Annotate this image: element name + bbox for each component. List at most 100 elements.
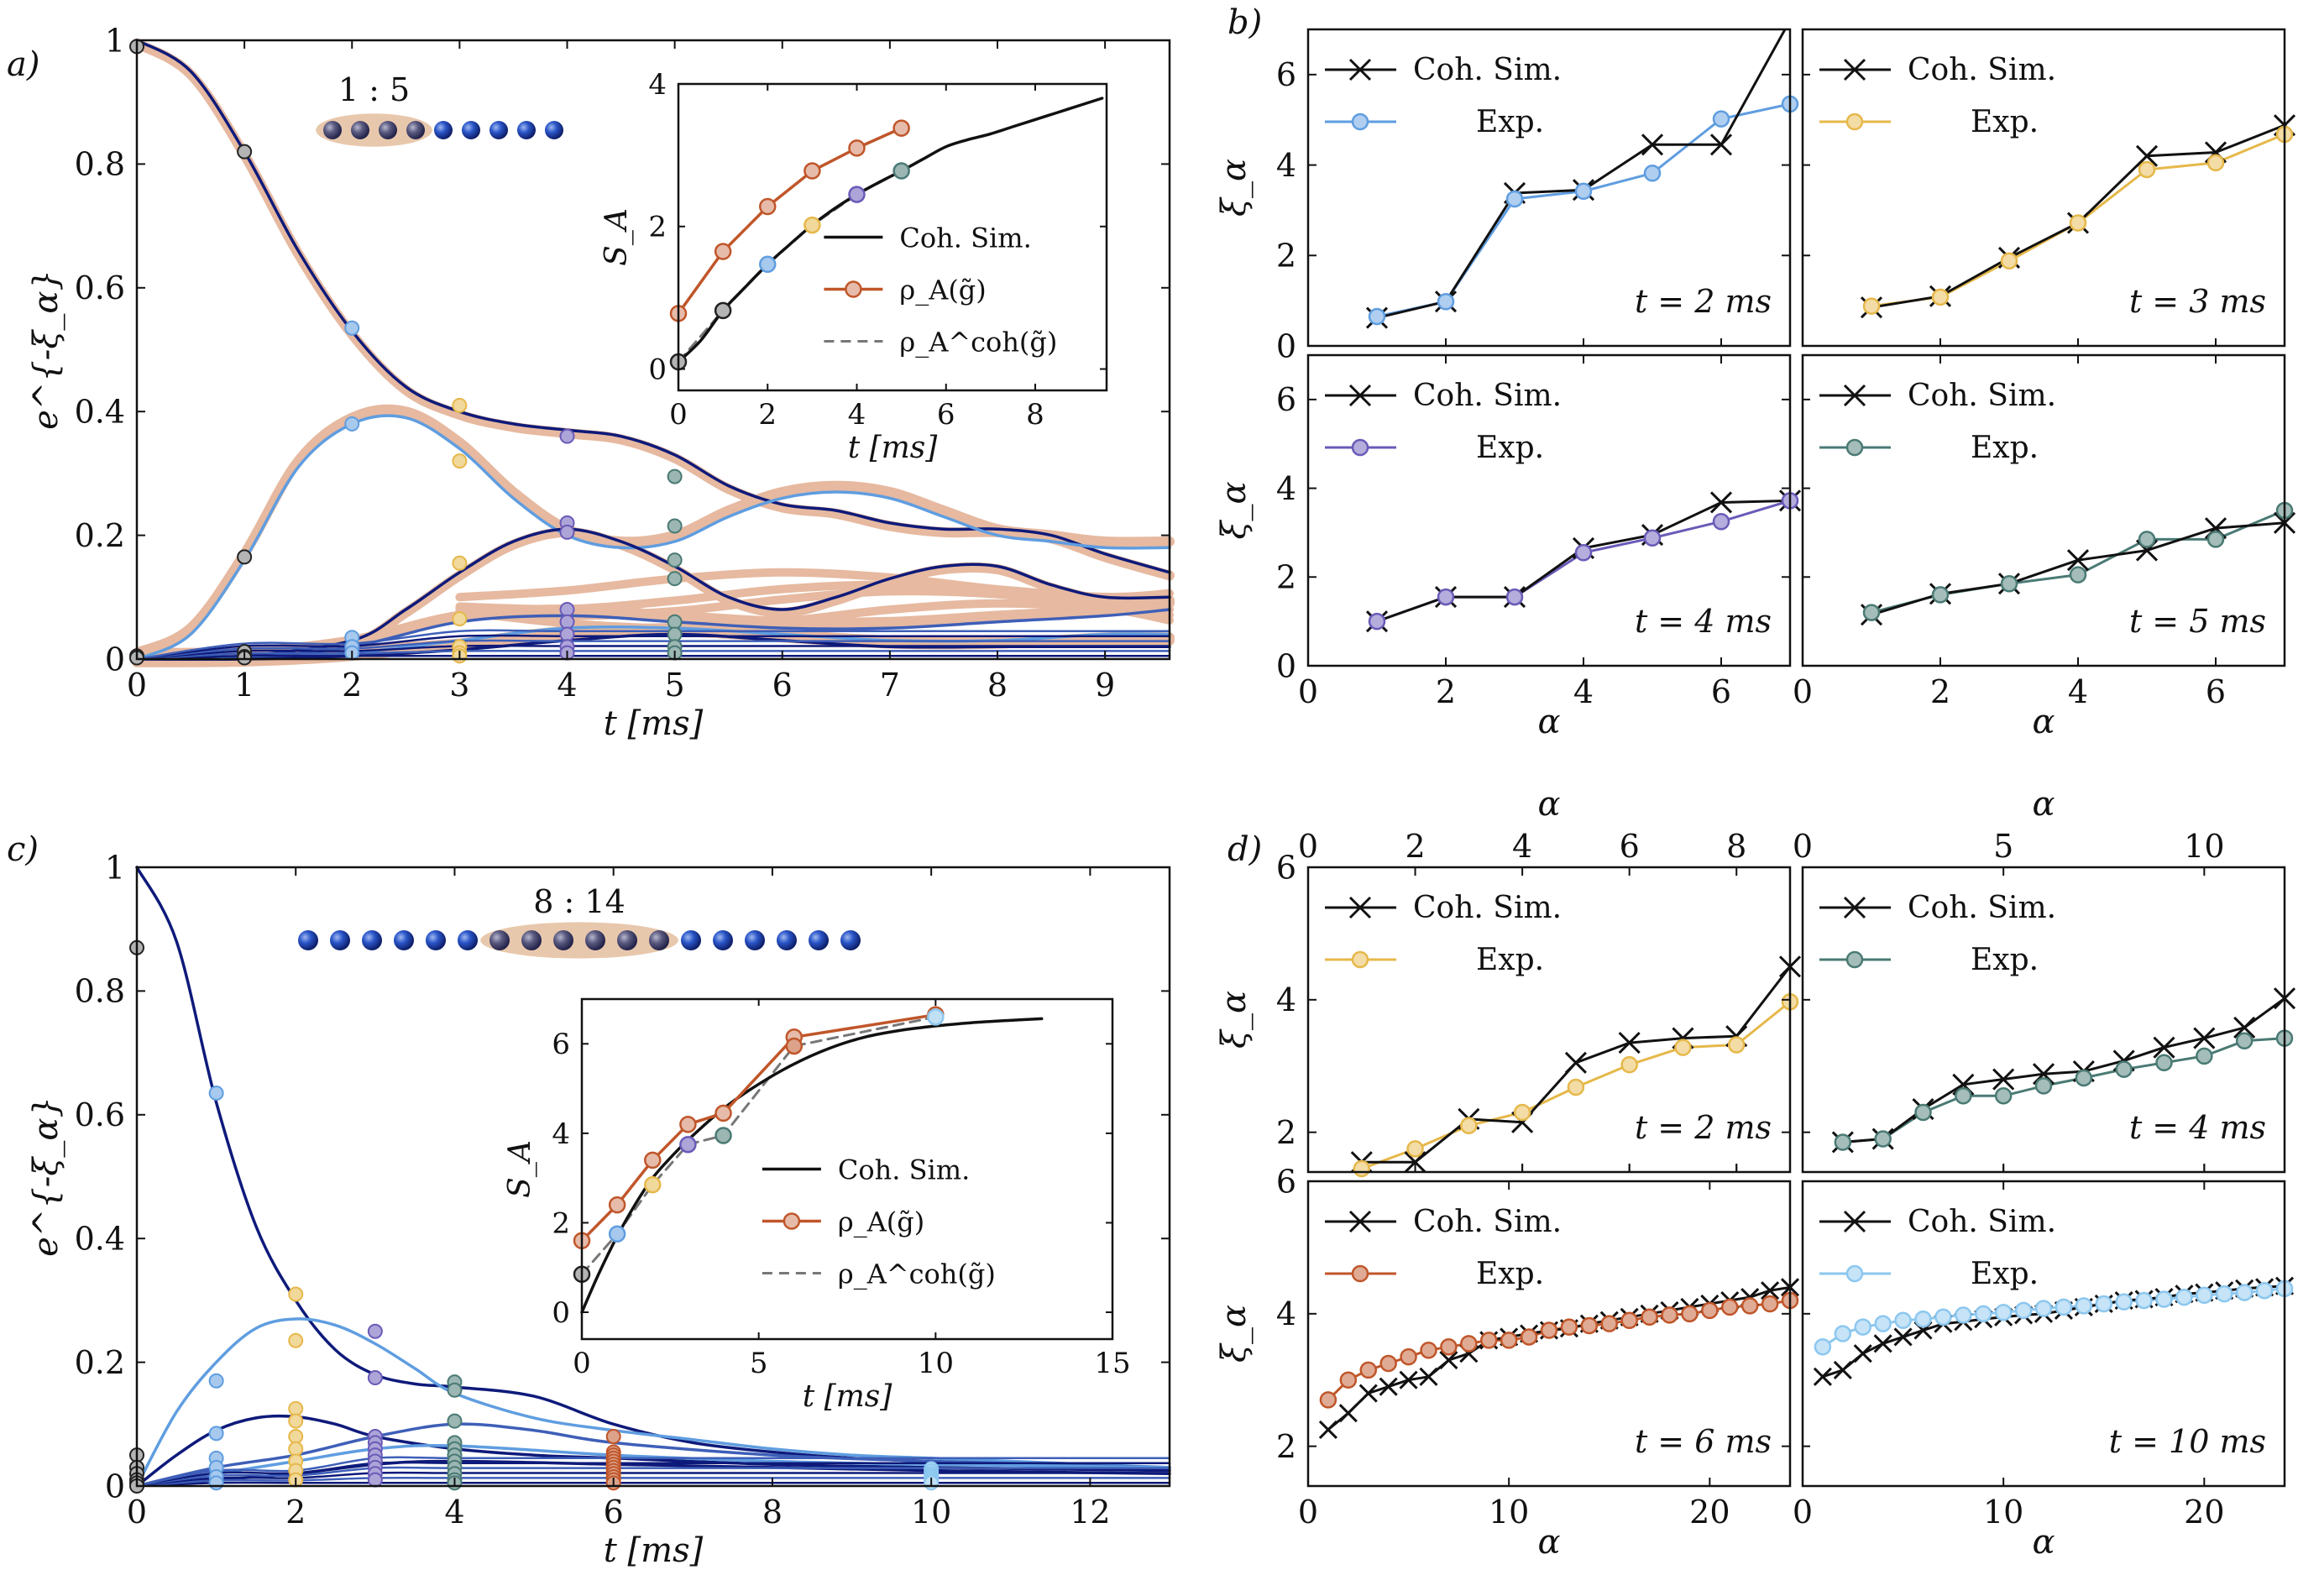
legend-label: Coh. Sim.: [838, 1154, 970, 1186]
x-tick-label-top: 6: [1620, 828, 1640, 865]
exp-point: [1353, 1159, 1371, 1178]
y-axis-label: ξ_α: [1215, 481, 1254, 539]
sim-cross: [1873, 1334, 1892, 1353]
partition-label: 1 : 5: [338, 71, 410, 108]
x-tick-label: 6: [604, 1494, 624, 1531]
exp-point: [2155, 1290, 2173, 1308]
time-label: t = 4 ms: [1635, 603, 1772, 640]
sim-cross: [1813, 1367, 1832, 1386]
exp-point: [2034, 1077, 2053, 1095]
y-tick-label: 0: [1276, 327, 1296, 364]
legend-marker: [1845, 438, 1864, 457]
exp-point: [1500, 1332, 1518, 1349]
exp-point: [1339, 1371, 1358, 1389]
exp-point: [2255, 1281, 2274, 1300]
ion: [681, 930, 701, 950]
data-point: [667, 614, 683, 630]
x-tick-label: 4: [1573, 673, 1594, 710]
legend-label: Coh. Sim.: [1413, 53, 1562, 87]
subplot-frame: [1306, 28, 1792, 348]
y-tick-label: 2: [1276, 1114, 1296, 1151]
ion-subsystem: [553, 930, 573, 950]
exp-point: [1834, 1133, 1852, 1151]
inset-coh-point: [893, 162, 910, 180]
time-label: t = 2 ms: [1635, 1109, 1772, 1146]
sim-cross: [1379, 1377, 1398, 1396]
x-tick-label: 0: [1793, 673, 1813, 710]
exp-point: [1359, 1361, 1377, 1379]
exp-point: [1513, 1103, 1531, 1122]
legend-cross: [1348, 58, 1372, 81]
legend-label: Exp.: [1971, 943, 2039, 977]
sim-cross: [1399, 1370, 1418, 1389]
data-point: [667, 468, 683, 484]
data-point: [667, 571, 683, 587]
subplot-clip-group: [1327, 1285, 1790, 1431]
data-point: [288, 1400, 304, 1416]
exp-point: [1460, 1117, 1478, 1135]
data-point: [447, 1413, 463, 1429]
legend-marker: [1351, 950, 1369, 969]
data-point: [288, 1429, 304, 1445]
y-tick-label: 0.2: [75, 517, 125, 554]
exp-point: [1934, 1308, 1952, 1327]
ion: [517, 121, 536, 139]
y-tick-label: 0: [648, 353, 667, 386]
sim-curve-tail: [135, 1466, 1171, 1488]
sim-cross: [1761, 1281, 1780, 1300]
legend-label: ρ_A(g̃): [838, 1206, 924, 1238]
data-point: [367, 1472, 383, 1488]
legend-label: Exp.: [1476, 943, 1544, 977]
exp-point: [2000, 574, 2018, 593]
data-point: [452, 555, 468, 571]
subsystem-highlight: [316, 113, 432, 147]
sim-curve-1: [135, 39, 1171, 574]
ion: [489, 121, 508, 139]
exp-point: [2196, 1286, 2213, 1304]
exp-point: [2175, 1288, 2193, 1306]
x-axis-label: α: [2032, 703, 2055, 741]
x-tick-label: 0: [127, 667, 147, 704]
partition-label: 8 : 14: [533, 883, 626, 920]
x-tick-label: 2: [342, 667, 362, 704]
inset-y-label: S_A: [503, 1140, 537, 1198]
exp-point: [1834, 1325, 1852, 1342]
exp-point: [1540, 1321, 1558, 1339]
exp-point: [2155, 1054, 2173, 1072]
data-point: [452, 453, 468, 469]
exp-point: [1761, 1295, 1779, 1313]
legend-cross: [1348, 384, 1372, 407]
exp-point: [1641, 1308, 1658, 1327]
inset-bg: [678, 84, 1107, 390]
exp-point: [2235, 1284, 2254, 1301]
sim-curve-3: [135, 527, 1171, 661]
y-tick-label: 4: [1276, 147, 1296, 184]
exp-point: [1994, 1087, 2013, 1105]
x-tick-label-top: 8: [1726, 828, 1746, 865]
inset-coh-point: [679, 1135, 697, 1154]
time-label: t = 10 ms: [2109, 1423, 2266, 1460]
legend-cross: [1843, 896, 1866, 919]
panel-label: a): [7, 45, 39, 84]
x-tick-label: 0: [1298, 673, 1318, 710]
ion: [745, 930, 765, 950]
inset-coh-point: [714, 301, 732, 320]
inset-coh-point: [785, 1037, 804, 1055]
ion-subsystem: [585, 930, 605, 950]
main-plot-frame: [135, 866, 1171, 1488]
exp-point: [1814, 1338, 1832, 1356]
exp-point: [1862, 297, 1881, 315]
exp-band: [455, 568, 1174, 602]
exp-point: [1741, 1297, 1759, 1315]
x-tick-label: 5: [750, 1347, 768, 1380]
sim-cross: [2233, 1016, 2256, 1039]
sim-cross: [1618, 1032, 1641, 1054]
x-tick-label: 3: [449, 667, 469, 704]
sim-line: [1821, 1285, 2285, 1379]
sim-cross: [1419, 1367, 1438, 1386]
legend-cross: [1348, 1210, 1372, 1233]
exp-point: [1580, 1316, 1599, 1335]
subplot-clip-group: [1821, 1285, 2285, 1379]
exp-point: [1505, 588, 1524, 606]
sim-cross: [1893, 1327, 1913, 1347]
